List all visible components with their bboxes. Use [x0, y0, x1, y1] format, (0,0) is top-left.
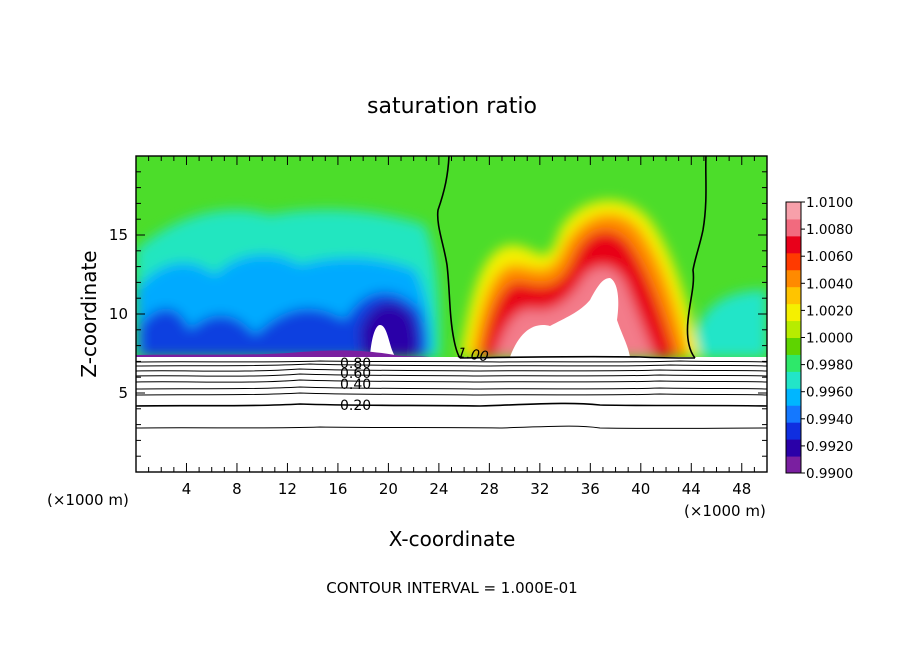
colorbar-label: 1.0060: [806, 249, 853, 265]
contour-label-1.00: 1.00: [456, 345, 489, 365]
y-tick-label: 15: [109, 226, 128, 244]
x-tick-label: 40: [631, 480, 650, 498]
contour-1.00-left: [436, 156, 461, 359]
colorbar-label: 0.9940: [806, 412, 853, 428]
colorbar-label: 1.0080: [806, 222, 853, 238]
colorbar-swatch: [786, 269, 801, 288]
contour-0.2: [136, 402, 767, 407]
white-patch-left: [370, 325, 395, 357]
colorbar-swatch: [786, 456, 801, 474]
colorbar-swatch: [786, 405, 801, 423]
contour-0.7: [136, 368, 767, 372]
x-tick-label: 16: [328, 480, 347, 498]
y-axis-label: Z-coordinate: [77, 250, 101, 377]
colorbar-swatch: [786, 252, 801, 271]
colorbar-swatch: [786, 303, 801, 322]
contour-label-0.20: 0.20: [340, 398, 371, 414]
surface-layer: [136, 357, 767, 472]
contour-1.00-right: [686, 156, 707, 359]
x-tick-label: 32: [530, 480, 549, 498]
contour-label-0.40: 0.40: [340, 377, 371, 393]
colorbar-swatch: [786, 354, 801, 372]
right-cool-region-cyan: [690, 290, 767, 357]
colorbar-label: 0.9920: [806, 439, 853, 455]
surface-fringe: [136, 350, 430, 357]
y-tick-label: 5: [118, 384, 128, 402]
contour-label-0.60: 0.60: [340, 366, 371, 382]
white-patch-center: [510, 278, 630, 357]
colorbar-swatch: [786, 235, 801, 254]
colorbar-label: 1.0000: [806, 331, 853, 347]
contour-labels: 1.00 0.80 0.60 0.40 0.20: [340, 345, 490, 414]
colorbar-swatch: [786, 286, 801, 305]
colorbar: 1.0100 1.0080 1.0060 1.0040 1.0020 1.0000 0.99…: [785, 195, 853, 482]
colorbar-label: 0.9980: [806, 358, 853, 374]
contour-interval-footer: CONTOUR INTERVAL = 1.000E-01: [326, 579, 577, 597]
x-unit-left: (×1000 m): [47, 491, 129, 509]
x-axis-label: X-coordinate: [389, 527, 516, 551]
colorbar-swatch: [786, 202, 801, 220]
colorbar-label: 1.0040: [806, 276, 853, 292]
colorbar-swatch: [786, 439, 801, 457]
x-tick-label: 48: [732, 480, 751, 498]
colorbar-swatch: [786, 218, 801, 237]
contour-0.9: [136, 360, 767, 363]
contour-0.4: [136, 386, 767, 390]
heatmap-field: [136, 156, 767, 472]
y-axis-ticks: 5 10 15: [109, 171, 767, 457]
colorbar-label: 1.0020: [806, 303, 853, 319]
x-tick-label: 20: [379, 480, 398, 498]
colorbar-label: 0.9960: [806, 385, 853, 401]
x-tick-label: 12: [278, 480, 297, 498]
x-axis-ticks: 4 8 12 16 20 24 28 32 36 40 44 48: [148, 156, 755, 498]
cool-region-blue: [140, 292, 427, 357]
colorbar-swatch: [786, 371, 801, 389]
x-unit-right: (×1000 m): [684, 502, 766, 520]
x-tick-label: 8: [232, 480, 242, 498]
colorbar-swatch: [786, 422, 801, 440]
x-tick-label: 28: [480, 480, 499, 498]
colorbar-label: 0.9900: [806, 466, 853, 482]
colorbar-swatch: [786, 388, 801, 406]
contour-0.5: [136, 379, 767, 383]
contour-0.3: [136, 392, 767, 396]
x-tick-label: 44: [682, 480, 701, 498]
x-tick-label: 4: [182, 480, 192, 498]
colorbar-label: 1.0100: [806, 195, 853, 211]
colorbar-swatch: [786, 320, 801, 338]
contour-1.00-surface: [459, 355, 696, 359]
x-tick-label: 36: [581, 480, 600, 498]
x-tick-label: 24: [429, 480, 448, 498]
contour-0.1: [136, 425, 767, 429]
chart-title: saturation ratio: [367, 94, 537, 119]
contour-label-0.80: 0.80: [340, 356, 371, 372]
y-tick-label: 10: [109, 305, 128, 323]
contour-0.6: [136, 373, 767, 377]
colorbar-swatch: [786, 337, 801, 355]
contour-lines: [136, 156, 767, 429]
contour-0.8: [136, 363, 767, 367]
